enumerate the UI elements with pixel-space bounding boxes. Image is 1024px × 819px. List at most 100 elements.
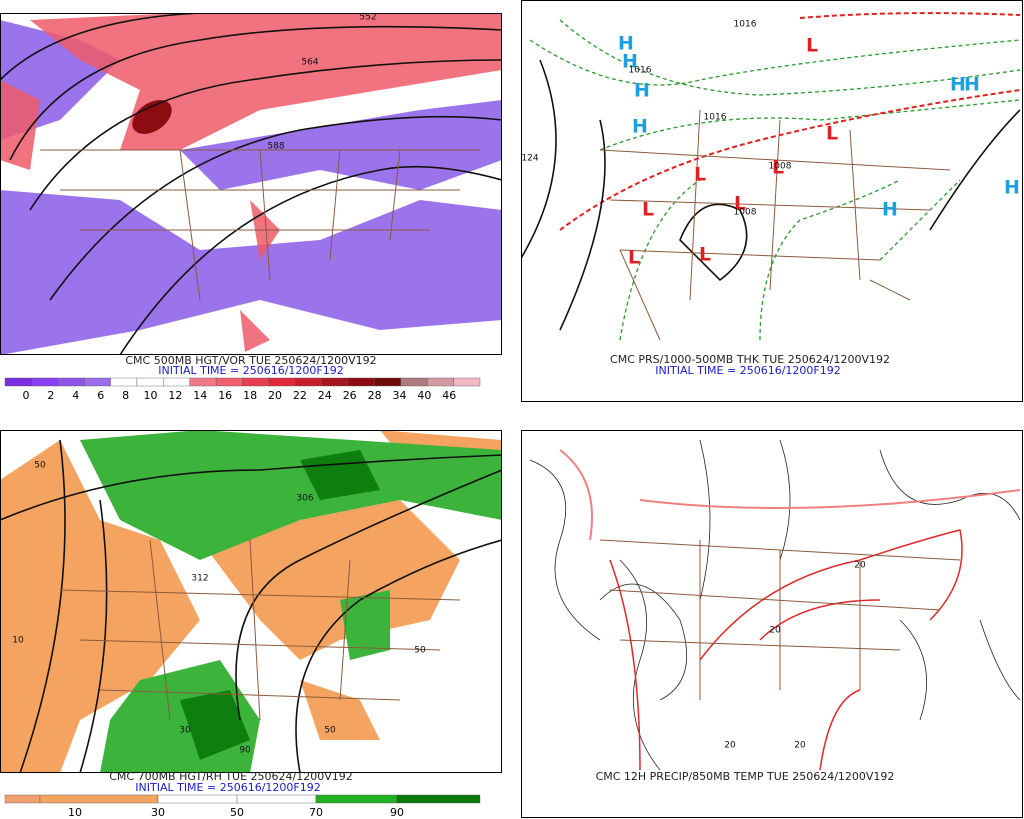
colorbar-swatch (39, 794, 159, 804)
pressure-center: H (634, 80, 650, 102)
contour-label: 50 (34, 461, 46, 471)
contour-label: 20 (769, 626, 781, 636)
precip-map (522, 430, 1022, 770)
contour-label: 50 (414, 646, 426, 656)
panel-title: CMC PRS/1000-500MB THK TUE 250624/1200V1… (610, 353, 890, 366)
vorticity-map (0, 13, 502, 355)
contour-label: 552 (359, 13, 376, 23)
colorbar-swatch (4, 794, 41, 804)
pressure-map (522, 1, 1022, 341)
contour-label: 588 (267, 142, 284, 152)
colorbar-swatch (157, 794, 238, 804)
pressure-center: L (734, 193, 746, 215)
colorbar-label: 0 (23, 389, 30, 402)
panel-title: CMC 700MB HGT/RH TUE 250624/1200V192 (109, 770, 353, 783)
colorbar-label: 26 (343, 389, 357, 402)
colorbar-swatch (215, 377, 243, 387)
initial-time: INITIAL TIME = 250616/1200F192 (135, 781, 320, 794)
map-frame (0, 13, 502, 355)
colorbar-swatch (110, 377, 138, 387)
colorbar-swatch (295, 377, 322, 387)
contour-label: 1008 (769, 162, 792, 172)
colorbar-label: 20 (268, 389, 282, 402)
contour-label: 20 (854, 561, 866, 571)
pressure-center: L (628, 247, 640, 269)
pressure-center: L (642, 199, 654, 221)
colorbar-label: 16 (218, 389, 232, 402)
colorbar-swatch (396, 794, 481, 804)
colorbar-swatch (315, 794, 398, 804)
contour-label: 1016 (704, 113, 727, 123)
pressure-center: L (772, 157, 784, 179)
map-frame (0, 430, 502, 773)
contour-label: 30 (179, 726, 191, 736)
colorbar-swatch (163, 377, 190, 387)
colorbar-label: 46 (442, 389, 456, 402)
panel-title: CMC 12H PRECIP/850MB TEMP TUE 250624/120… (596, 770, 895, 783)
panel-frame (521, 0, 1023, 402)
pressure-center: H (964, 74, 980, 96)
contour-label: 20 (794, 741, 806, 751)
colorbar-label: 8 (122, 389, 129, 402)
pressure-center: L (699, 244, 711, 266)
colorbar-label: 10 (144, 389, 158, 402)
pressure-center: H (882, 199, 898, 221)
colorbar-label: 90 (390, 806, 404, 819)
pressure-center: H (950, 74, 966, 96)
colorbar-label: 34 (393, 389, 407, 402)
colorbar-swatch (57, 377, 85, 387)
colorbar-label: 28 (368, 389, 382, 402)
colorbar-swatch (347, 377, 375, 387)
pressure-center: H (1004, 177, 1020, 199)
colorbar-swatch (83, 377, 111, 387)
colorbar-swatch (453, 377, 481, 387)
contour-label: 306 (296, 494, 313, 504)
colorbar-swatch (236, 794, 317, 804)
colorbar-swatch (242, 377, 270, 387)
contour-label: 312 (191, 574, 208, 584)
colorbar-swatch (321, 377, 349, 387)
colorbar-label: 18 (243, 389, 257, 402)
colorbar-swatch (31, 377, 58, 387)
colorbar-swatch (374, 377, 402, 387)
pressure-center: H (618, 33, 634, 55)
contour-label: 1016 (629, 66, 652, 76)
colorbar-label: 22 (293, 389, 307, 402)
colorbar-label: 10 (68, 806, 82, 819)
contour-label: 50 (324, 726, 336, 736)
colorbar: 10 30 50 70 90 (4, 794, 481, 819)
pressure-center: L (826, 123, 838, 145)
initial-time: INITIAL TIME = 250616/1200F192 (158, 364, 343, 377)
contour-label: 564 (301, 58, 318, 68)
colorbar-swatch (4, 377, 32, 387)
contour-label: 10 (12, 636, 24, 646)
colorbar-label: 70 (309, 806, 323, 819)
colorbar-swatch (268, 377, 296, 387)
colorbar-swatch (189, 377, 217, 387)
panel-title: CMC 500MB HGT/VOR TUE 250624/1200V192 (125, 354, 376, 367)
colorbar-label: 12 (168, 389, 182, 402)
colorbar-label: 2 (47, 389, 54, 402)
panel-frame (521, 430, 1023, 818)
colorbar-swatch (136, 377, 164, 387)
colorbar-label: 6 (97, 389, 104, 402)
contour-label: 1016 (734, 20, 757, 30)
colorbar-label: 50 (230, 806, 244, 819)
pressure-center: H (622, 51, 638, 73)
contour-label: 90 (239, 746, 251, 756)
colorbar-label: 30 (151, 806, 165, 819)
colorbar: 0 2 4 6 8 10 12 14 16 18 20 22 24 26 28 34 40 46 (4, 377, 481, 402)
colorbar-label: 24 (318, 389, 332, 402)
colorbar-swatch (400, 377, 428, 387)
pressure-center: L (694, 164, 706, 186)
pressure-center: L (806, 35, 818, 57)
initial-time: INITIAL TIME = 250616/1200F192 (655, 364, 840, 377)
contour-label: 20 (724, 741, 736, 751)
colorbar-label: 40 (417, 389, 431, 402)
humidity-map (0, 430, 502, 773)
contour-label: 1008 (734, 208, 757, 218)
